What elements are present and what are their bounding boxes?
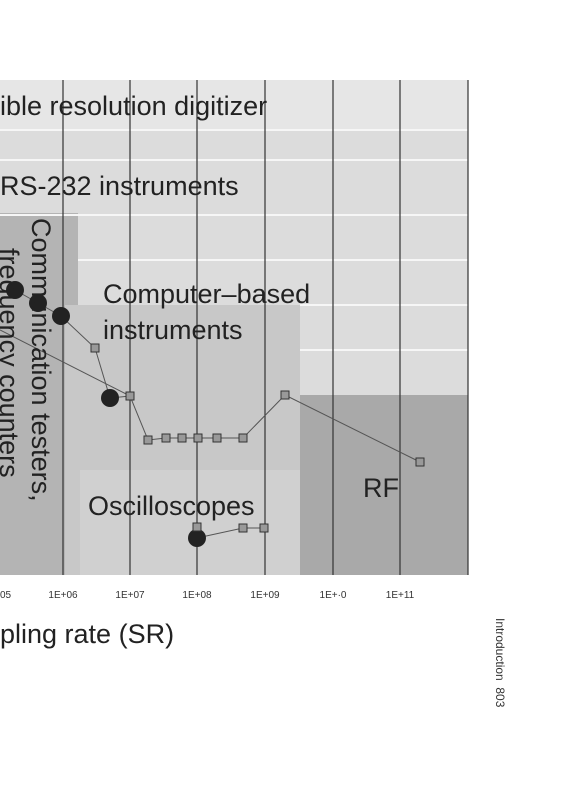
region-box: [300, 395, 468, 575]
x-tick-label: 1E+09: [250, 590, 280, 601]
x-tick-label: 05: [0, 590, 12, 601]
region-label: frequency counters: [0, 248, 24, 478]
region-label: ible resolution digitizer: [0, 91, 267, 121]
page-footer: Introduction 803: [493, 618, 507, 708]
x-tick-label: 1E+·0: [320, 590, 347, 601]
square-markers: [90, 343, 425, 533]
region-label: Communication testers,: [26, 218, 56, 502]
x-tick-label: 1E+11: [386, 590, 415, 601]
region-label: RF: [363, 473, 399, 503]
region-label: Oscilloscopes: [88, 491, 255, 521]
x-tick-label: 1E+06: [48, 590, 78, 601]
x-axis-label: pling rate (SR): [0, 619, 174, 649]
band: [0, 80, 468, 130]
region-label: instruments: [103, 315, 243, 345]
x-tick-label: 1E+07: [115, 590, 145, 601]
circle-markers: [6, 281, 206, 547]
region-box: [80, 470, 300, 575]
grid-lines: [62, 80, 469, 575]
band-lines: [0, 129, 468, 351]
x-tick-label: 1E+08: [182, 590, 212, 601]
region-label: RS-232 instruments: [0, 171, 239, 201]
region-label: Computer–based: [103, 279, 310, 309]
